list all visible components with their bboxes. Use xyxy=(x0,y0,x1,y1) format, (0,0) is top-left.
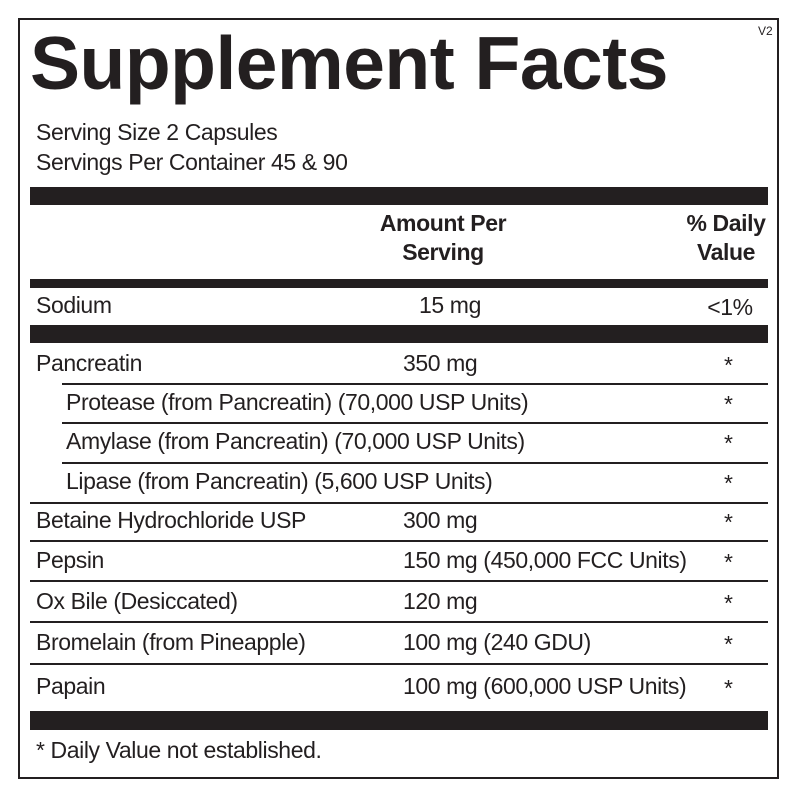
footnote: * Daily Value not established. xyxy=(36,737,322,763)
thick-divider xyxy=(30,711,768,730)
ingredient-dv: * xyxy=(724,675,733,701)
ingredient-name: Bromelain (from Pineapple) xyxy=(36,629,306,655)
row-divider xyxy=(30,502,768,504)
ingredient-amount: 100 mg (600,000 USP Units) xyxy=(403,673,687,699)
thick-divider xyxy=(30,325,768,343)
ingredient-name: Amylase (from Pancreatin) (70,000 USP Un… xyxy=(66,428,525,454)
row-divider xyxy=(62,383,768,385)
ingredient-name: Pepsin xyxy=(36,547,104,573)
ingredient-name: Lipase (from Pancreatin) (5,600 USP Unit… xyxy=(66,468,493,494)
nutrient-name: Sodium xyxy=(36,292,112,318)
ingredient-dv: * xyxy=(724,509,733,535)
header-dv-line1: % Daily xyxy=(686,210,766,236)
ingredient-dv: * xyxy=(724,391,733,417)
ingredient-name: Pancreatin xyxy=(36,350,142,376)
ingredient-name: Papain xyxy=(36,673,106,699)
ingredient-amount: 350 mg xyxy=(403,350,478,376)
thick-divider xyxy=(30,187,768,205)
ingredient-amount: 100 mg (240 GDU) xyxy=(403,629,591,655)
header-dv-line2: Value xyxy=(696,239,756,265)
ingredient-name: Protease (from Pancreatin) (70,000 USP U… xyxy=(66,389,529,415)
row-divider xyxy=(30,580,768,582)
row-divider xyxy=(62,422,768,424)
row-divider xyxy=(30,663,768,665)
ingredient-dv: * xyxy=(724,631,733,657)
header-amount-line2: Serving xyxy=(402,239,484,265)
header-amount: Amount Per Serving xyxy=(343,209,543,267)
nutrient-dv: <1% xyxy=(707,294,753,320)
ingredient-dv: * xyxy=(724,430,733,456)
ingredient-dv: * xyxy=(724,470,733,496)
label-border xyxy=(18,18,779,779)
medium-divider xyxy=(30,279,768,288)
ingredient-name: Betaine Hydrochloride USP xyxy=(36,507,306,533)
ingredient-dv: * xyxy=(724,590,733,616)
serving-size: Serving Size 2 Capsules xyxy=(36,119,278,145)
header-amount-line1: Amount Per xyxy=(379,210,507,236)
header-daily-value: % Daily Value xyxy=(666,209,786,267)
version-tag: V2 xyxy=(758,24,773,38)
ingredient-name: Ox Bile (Desiccated) xyxy=(36,588,238,614)
ingredient-dv: * xyxy=(724,352,733,378)
nutrient-amount: 15 mg xyxy=(419,292,481,318)
row-divider xyxy=(30,540,768,542)
row-divider xyxy=(30,621,768,623)
ingredient-dv: * xyxy=(724,549,733,575)
servings-per-container: Servings Per Container 45 & 90 xyxy=(36,149,348,175)
ingredient-amount: 120 mg xyxy=(403,588,478,614)
row-divider xyxy=(62,462,768,464)
label-title: Supplement Facts xyxy=(30,21,668,105)
ingredient-amount: 300 mg xyxy=(403,507,478,533)
ingredient-amount: 150 mg (450,000 FCC Units) xyxy=(403,547,687,573)
